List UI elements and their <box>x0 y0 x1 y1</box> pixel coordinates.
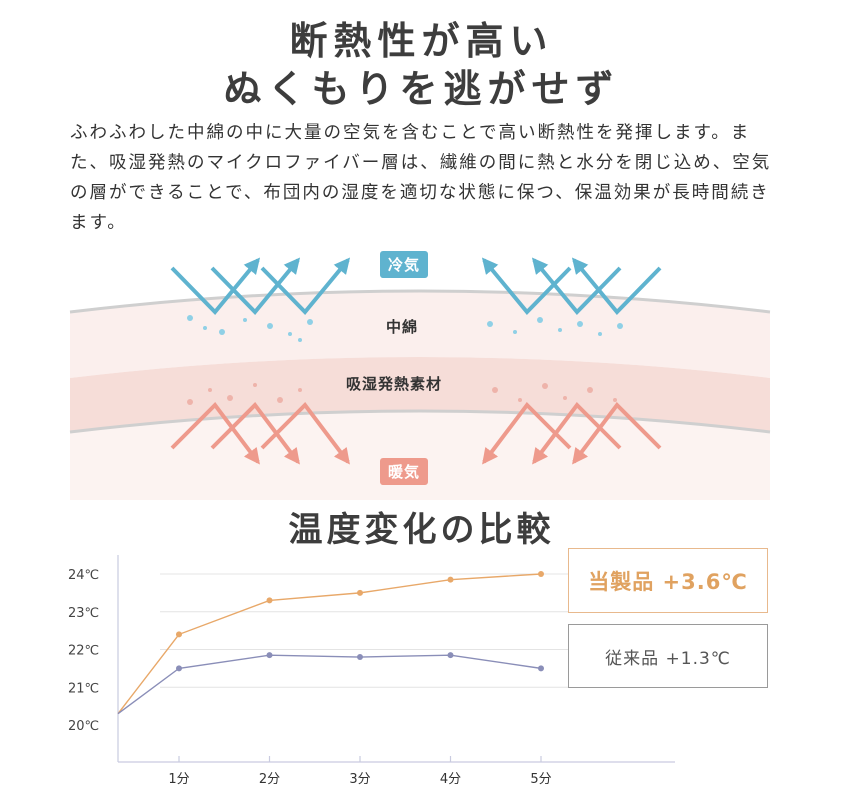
data-point <box>538 571 544 577</box>
data-point <box>176 631 182 638</box>
x-tick-label: 1分 <box>168 772 189 787</box>
main-title-line1: 断熱性が高い <box>289 19 554 63</box>
cotton-layer <box>70 291 770 378</box>
warm-air-arrows <box>170 401 662 465</box>
data-point <box>447 652 454 659</box>
data-point <box>447 576 454 583</box>
bottom-layer <box>70 411 770 500</box>
cool-air-label: 冷気 <box>380 251 429 278</box>
description-text: ふわふわした中綿の中に大量の空気を含むことで高い断熱性を発揮します。また、吸湿発… <box>70 123 772 233</box>
data-point <box>266 597 273 604</box>
legend-ours: 当製品 +3.6℃ <box>568 548 768 613</box>
warm-air-label: 暖気 <box>380 458 429 485</box>
insulation-diagram <box>69 257 771 500</box>
data-point <box>357 654 363 661</box>
heat-particles <box>187 383 617 405</box>
series-line-ours <box>117 573 542 715</box>
y-tick-label: 23℃ <box>68 606 99 621</box>
data-point <box>357 589 363 596</box>
series-line-conventional <box>117 654 542 715</box>
y-tick-label: 24℃ <box>68 568 99 583</box>
hygro-layer-label: 吸湿発熱素材 <box>346 375 443 393</box>
y-tick-label: 21℃ <box>68 681 99 696</box>
legend-conventional: 従来品 +1.3℃ <box>568 624 768 688</box>
main-title-line2: ぬくもりを逃がせず <box>223 67 620 111</box>
data-point <box>176 665 182 672</box>
x-tick-label: 5分 <box>530 772 551 787</box>
x-tick-label: 2分 <box>259 772 280 787</box>
air-bubbles <box>187 315 623 342</box>
y-tick-label: 22℃ <box>68 644 99 659</box>
y-tick-label: 20℃ <box>68 719 99 734</box>
cool-air-arrows <box>170 257 662 315</box>
x-tick-label: 4分 <box>440 772 461 787</box>
x-tick-label: 3分 <box>349 772 370 787</box>
chart-title: 温度変化の比較 <box>288 510 555 550</box>
cotton-layer-label: 中綿 <box>386 318 419 336</box>
data-point <box>266 652 273 659</box>
legend-conventional-label: 従来品 +1.3℃ <box>605 648 731 669</box>
data-point <box>538 665 544 672</box>
legend-ours-label: 当製品 +3.6℃ <box>588 569 748 594</box>
